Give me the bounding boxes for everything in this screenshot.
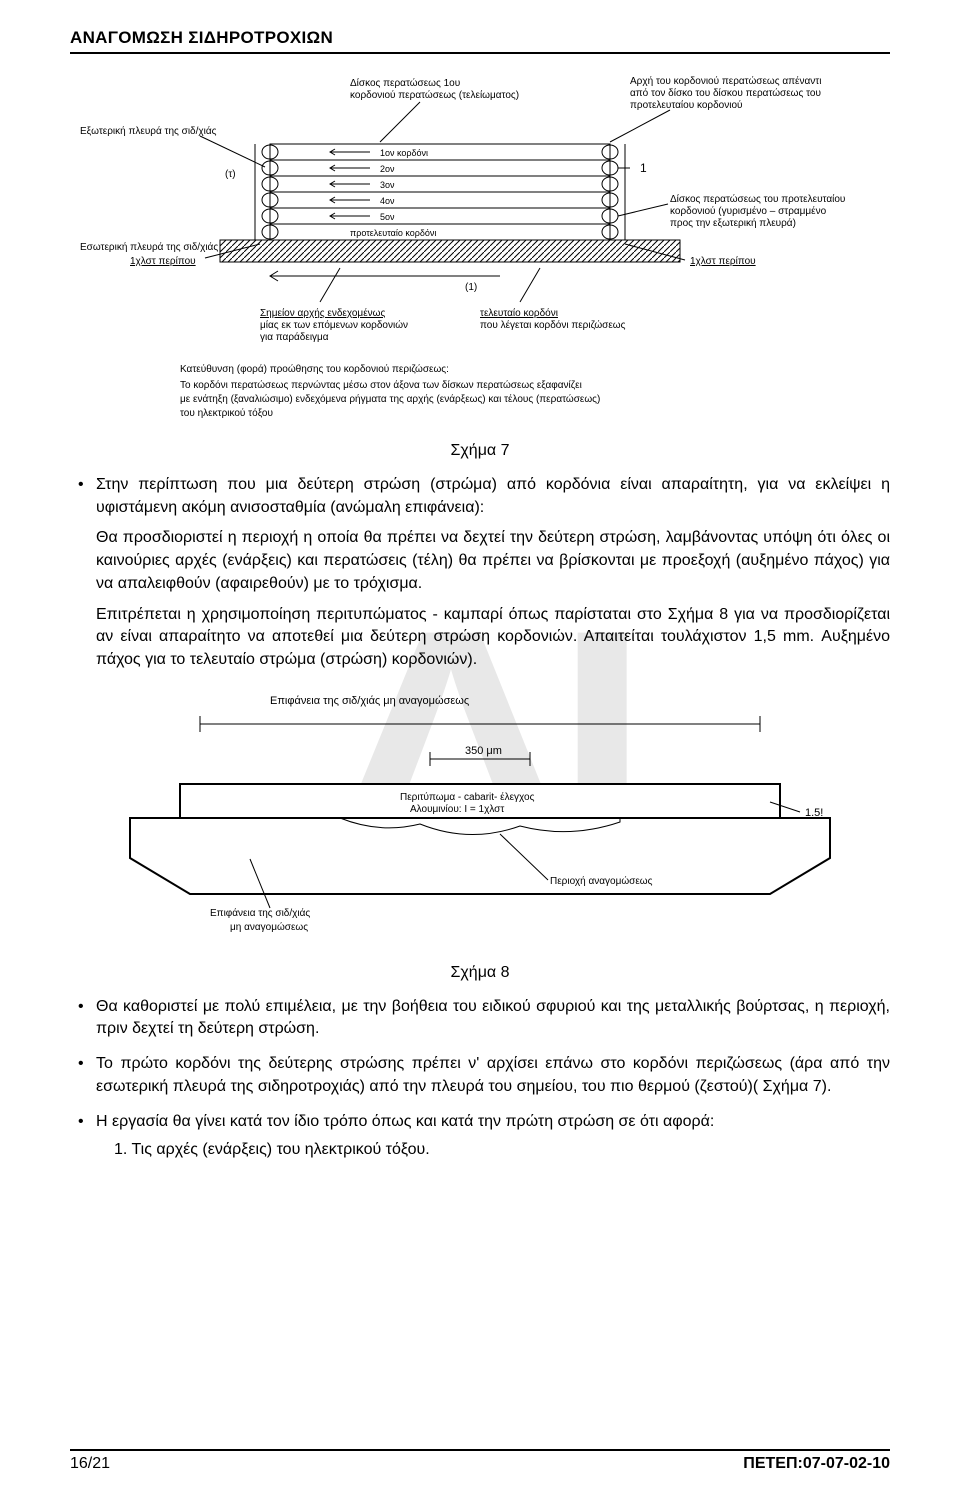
footer-doc-code: ΠΕΤΕΠ:07-07-02-10 (743, 1455, 890, 1473)
numbered-sub-item: 1. Τις αρχές (ενάρξεις) του ηλεκτρικού τ… (114, 1139, 890, 1162)
fig7-label: τελευταίο κορδόνι (480, 307, 558, 319)
fig7-label: Αρχή του κορδονιού περατώσεως απέναντι (630, 75, 821, 87)
fig7-label: 1χλστ περίπου (690, 255, 756, 267)
fig7-label: Δίσκος περατώσεως του προτελευταίου (670, 193, 845, 205)
fig7-notes-title: Κατεύθυνση (φορά) προώθησης του κορδονιο… (180, 363, 449, 375)
fig7-marker: (1) (465, 282, 477, 293)
fig7-row: 1ον κορδόνι (380, 148, 428, 158)
bullets-after-fig7: Στην περίπτωση που μια δεύτερη στρώση (σ… (70, 474, 890, 672)
fig7-label: (τ) (225, 169, 236, 180)
bullet-sub-para: Επιτρέπεται η χρησιμοποίηση περιτυπώματο… (96, 604, 890, 672)
figure-8: Επιφάνεια της σιδ/χιάς μη αναγομώσεως 35… (70, 684, 890, 954)
fig7-row: 4ον (380, 196, 395, 206)
fig8-label: Αλουμινίου: Ι = 1χλστ (410, 803, 504, 815)
bullets-after-fig8: Θα καθοριστεί με πολύ επιμέλεια, με την … (70, 996, 890, 1162)
fig7-label: μίας εκ των επόμενων κορδονιών (260, 319, 408, 331)
page-footer: 16/21 ΠΕΤΕΠ:07-07-02-10 (70, 1449, 890, 1473)
figure-7: Δίσκος περατώσεως 1ου κορδονιού περατώσε… (70, 72, 890, 432)
fig7-notes: Το κορδόνι περατώσεως περνώντας μέσω στο… (180, 379, 582, 391)
bullet-item: Στην περίπτωση που μια δεύτερη στρώση (σ… (96, 474, 890, 672)
fig7-label: Σημείον αρχής ενδεχομένως (260, 307, 385, 319)
fig7-row: 5ον (380, 212, 395, 222)
fig7-label: που λέγεται κορδόνι περιζώσεως (480, 319, 626, 331)
bullet-text: Θα καθοριστεί με πολύ επιμέλεια, με την … (96, 998, 890, 1038)
fig8-label: μη αναγομώσεως (230, 921, 308, 933)
bullet-item: Το πρώτο κορδόνι της δεύτερης στρώσης πρ… (96, 1053, 890, 1098)
fig7-label: προτελευταίου κορδονιού (630, 99, 742, 111)
figure-8-svg: Επιφάνεια της σιδ/χιάς μη αναγομώσεως 35… (70, 684, 890, 954)
fig7-notes: του ηλεκτρικού τόξου (180, 407, 273, 419)
bullet-text: Στην περίπτωση που μια δεύτερη στρώση (σ… (96, 476, 890, 516)
fig7-row: προτελευταίο κορδόνι (350, 228, 436, 238)
fig8-label: Περιοχή αναγομώσεως (550, 875, 653, 887)
fig7-label: κορδονιού (γυρισμένο – στραμμένο (670, 205, 827, 217)
bullet-item: Η εργασία θα γίνει κατά τον ίδιο τρόπο ό… (96, 1111, 890, 1162)
fig7-label: Εσωτερική πλευρά της σιδ/χιάς (80, 241, 218, 253)
fig7-notes: με ενάτηξη (ξαναλιώσιμο) ενδεχόμενα ρήγμ… (180, 393, 600, 405)
footer-page-number: 16/21 (70, 1455, 110, 1473)
figure-7-caption: Σχήμα 7 (70, 442, 890, 460)
fig7-cord-stack: 1ον κορδόνι 2ον 3ον 4ον 5ον προτελευταίο… (262, 144, 618, 240)
fig7-label: για παράδειγμα (260, 331, 329, 343)
fig7-label: προς την εξωτερική πλευρά) (670, 217, 796, 229)
fig7-marker: 1 (640, 161, 647, 175)
fig8-label: Επιφάνεια της σιδ/χιάς μη αναγομώσεως (270, 695, 469, 707)
fig7-label: κορδονιού περατώσεως (τελείωματος) (350, 89, 519, 101)
figure-8-caption: Σχήμα 8 (70, 964, 890, 982)
fig7-label: Εξωτερική πλευρά της σιδ/χιάς (80, 125, 217, 137)
bullet-text: Το πρώτο κορδόνι της δεύτερης στρώσης πρ… (96, 1055, 890, 1095)
bullet-sub-para: Θα προσδιοριστεί η περιοχή η οποία θα πρ… (96, 527, 890, 595)
fig8-label: Επιφάνεια της σιδ/χιάς (210, 907, 310, 919)
figure-7-svg: Δίσκος περατώσεως 1ου κορδονιού περατώσε… (70, 72, 890, 432)
fig8-label: 1.5! (805, 807, 823, 819)
fig7-label: 1χλστ περίπου (130, 255, 196, 267)
page-header-title: ΑΝΑΓΟΜΩΣΗ ΣΙΔΗΡΟΤΡΟΧΙΩΝ (70, 28, 890, 54)
fig7-label: από τον δίσκο του δίσκου περατώσεως του (630, 87, 821, 99)
fig7-row: 2ον (380, 164, 395, 174)
fig7-row: 3ον (380, 180, 395, 190)
fig7-label: Δίσκος περατώσεως 1ου (350, 77, 460, 89)
fig8-label: 350 μm (465, 745, 502, 757)
bullet-text: Η εργασία θα γίνει κατά τον ίδιο τρόπο ό… (96, 1113, 714, 1130)
fig8-label: Περιτύπωμα - cabarit- έλεγχος (400, 791, 535, 803)
bullet-item: Θα καθοριστεί με πολύ επιμέλεια, με την … (96, 996, 890, 1041)
